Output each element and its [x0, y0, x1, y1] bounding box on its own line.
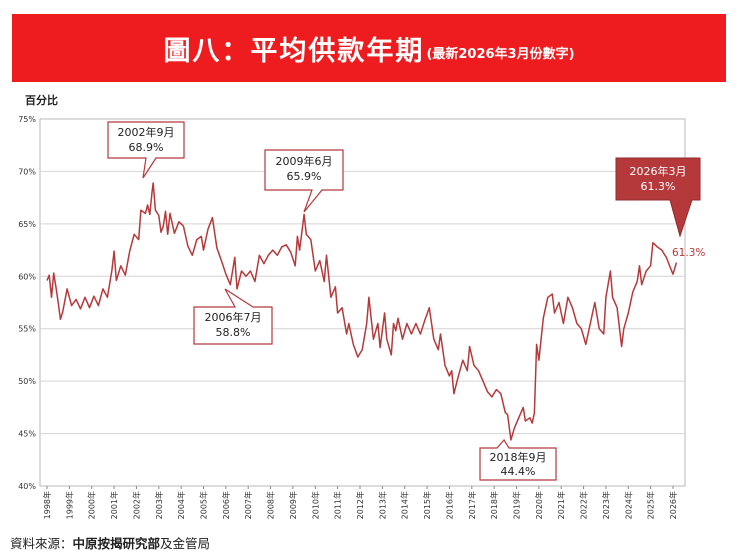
- callout-box: [193, 288, 273, 345]
- annotation-date: 2006年7月: [205, 310, 262, 324]
- chart-title: 圖八：平均供款年期: [163, 35, 425, 67]
- y-tick-label: 45%: [18, 430, 36, 439]
- y-tick-label: 60%: [18, 272, 36, 281]
- x-tick-label: 2020年: [534, 491, 544, 519]
- chart-subtitle: (最新2026年3月份數字): [426, 46, 575, 62]
- annotation-date: 2026年3月: [630, 164, 687, 178]
- y-tick-label: 50%: [18, 377, 36, 386]
- x-tick-label: 2015年: [422, 491, 432, 519]
- x-tick-label: 2001年: [109, 491, 119, 519]
- annotation-value: 61.3%: [641, 180, 676, 193]
- x-tick-label: 2008年: [266, 491, 276, 519]
- plot-frame: [39, 118, 686, 487]
- x-tick-label: 2003年: [154, 491, 164, 519]
- annotation-date: 2009年6月: [276, 154, 333, 168]
- y-tick-label: 65%: [18, 220, 36, 229]
- x-tick-label: 2007年: [243, 491, 253, 519]
- x-tick-label: 2013年: [377, 491, 387, 519]
- annotation-2002-09: 2002年9月 68.9%: [107, 121, 185, 179]
- y-tick-label: 40%: [18, 482, 36, 491]
- source-prefix: 資料來源：: [10, 536, 73, 551]
- source-org: 中原按揭研究部: [72, 536, 161, 551]
- x-tick-label: 1999年: [64, 491, 74, 519]
- x-tick-label: 2014年: [400, 491, 410, 519]
- annotation-date: 2018年9月: [490, 450, 547, 464]
- source-suffix: 及金管局: [160, 536, 211, 551]
- source-note: 資料來源：中原按揭研究部及金管局: [10, 533, 210, 552]
- y-tick-label: 75%: [18, 115, 36, 124]
- x-tick-label: 1998年: [42, 491, 52, 519]
- series-layer: [46, 182, 678, 441]
- x-tick-label: 2025年: [646, 491, 656, 519]
- x-tick-label: 2018年: [489, 491, 499, 519]
- y-tick-label: 55%: [18, 325, 36, 334]
- annotation-value: 68.9%: [129, 141, 164, 154]
- series-line-0: [46, 182, 678, 441]
- annotation-value: 44.4%: [501, 465, 536, 478]
- title-banner: 圖八：平均供款年期 (最新2026年3月份數字): [12, 14, 726, 82]
- x-tick-label: 2016年: [444, 491, 454, 519]
- end-value-label: 61.3%: [672, 247, 705, 259]
- x-tick-label: 2000年: [87, 491, 97, 519]
- callout-box: [479, 438, 557, 481]
- x-tick-label: 2023年: [601, 491, 611, 519]
- x-tick-label: 2024年: [623, 491, 633, 519]
- x-tick-label: 2011年: [333, 491, 343, 519]
- annotation-2026-03-latest: 2026年3月 61.3%: [615, 157, 701, 238]
- annotation-2009-06: 2009年6月 65.9%: [264, 149, 344, 213]
- x-tick-label: 2005年: [199, 491, 209, 519]
- x-tick-label: 2019年: [512, 491, 522, 519]
- callout-box-filled: [615, 157, 701, 238]
- annotation-date: 2002年9月: [118, 125, 175, 139]
- y-axis: 40% 45% 50% 55% 60% 65% 70% 75%: [18, 115, 36, 491]
- annotation-value: 58.8%: [216, 326, 251, 339]
- callout-box: [264, 149, 344, 213]
- x-tick-label: 2004年: [176, 491, 186, 519]
- x-axis: 1998年 1999年 2000年 2001年 2002年 2003年 2004年 2005年…: [42, 486, 678, 519]
- x-tick-label: 2017年: [467, 491, 477, 519]
- x-tick-label: 2010年: [310, 491, 320, 519]
- x-tick-label: 2022年: [579, 491, 589, 519]
- x-tick-label: 2006年: [221, 491, 231, 519]
- x-tick-label: 2026年: [668, 491, 678, 519]
- x-tick-label: 2009年: [288, 491, 298, 519]
- callout-box: [107, 121, 185, 179]
- x-tick-label: 2021年: [556, 491, 566, 519]
- x-tick-label: 2012年: [355, 491, 365, 519]
- annotation-value: 65.9%: [287, 170, 322, 183]
- annotation-2018-09: 2018年9月 44.4%: [479, 438, 557, 481]
- y-tick-label: 70%: [18, 167, 36, 176]
- grid: [40, 170, 685, 435]
- annotation-2006-07: 2006年7月 58.8%: [193, 288, 273, 345]
- x-tick-label: 2002年: [131, 491, 141, 519]
- y-axis-label: 百分比: [25, 93, 58, 107]
